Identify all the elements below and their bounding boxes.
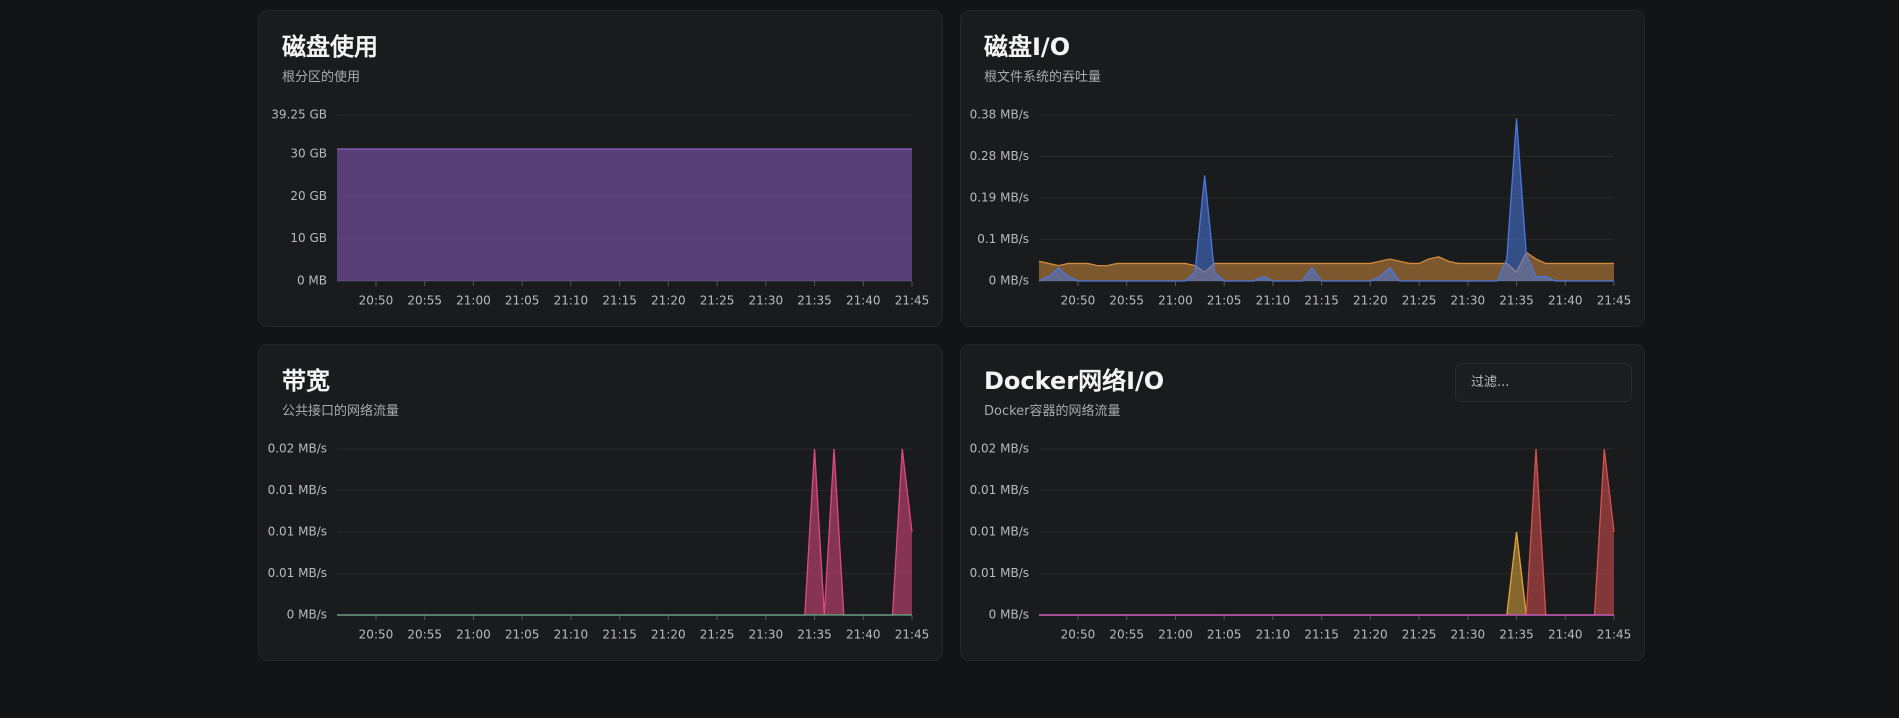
- chart-title: 磁盘I/O: [984, 33, 1071, 61]
- chart: 0 MB/s 0.1 MB/s 0.19 MB/s 0.28 MB/s 0.38 MB/…: [970, 108, 1632, 308]
- x-tick-label: 21:20: [651, 294, 686, 308]
- x-tick-label: 20:50: [359, 628, 394, 642]
- x-tick-label: 21:35: [797, 294, 832, 308]
- x-tick-label: 21:20: [1353, 628, 1388, 642]
- x-tick-label: 20:55: [407, 628, 442, 642]
- y-tick-label: 0.1 MB/s: [977, 232, 1029, 246]
- x-tick-label: 21:00: [1158, 294, 1193, 308]
- x-tick-label: 21:00: [456, 628, 491, 642]
- x-tick-label: 21:30: [749, 628, 784, 642]
- filter-input[interactable]: 过滤...: [1455, 363, 1632, 402]
- y-tick-label: 30 GB: [290, 147, 327, 161]
- x-tick-label: 21:15: [602, 628, 637, 642]
- y-tick-label: 0.01 MB/s: [970, 483, 1029, 497]
- x-tick-label: 21:40: [846, 628, 881, 642]
- x-tick-label: 20:50: [1061, 628, 1096, 642]
- x-tick-label: 21:05: [1207, 628, 1242, 642]
- x-tick-label: 21:15: [1304, 628, 1339, 642]
- chart-subtitle: 公共接口的网络流量: [282, 404, 400, 419]
- chart-subtitle: Docker容器的网络流量: [984, 404, 1121, 419]
- x-tick-label: 21:20: [651, 628, 686, 642]
- x-tick-label: 21:45: [1597, 628, 1632, 642]
- x-tick-label: 20:50: [1061, 294, 1096, 308]
- x-tick-label: 20:55: [1109, 628, 1144, 642]
- y-tick-label: 10 GB: [290, 231, 327, 245]
- y-tick-label: 0 MB: [297, 274, 327, 288]
- x-tick-label: 20:55: [407, 294, 442, 308]
- chart-card: 0 MB/s 0.01 MB/s 0.01 MB/s 0.01 MB/s 0.02 MB…: [960, 344, 1645, 661]
- x-tick-label: 20:50: [359, 294, 394, 308]
- chart-card: 0 MB/s 0.01 MB/s 0.01 MB/s 0.01 MB/s 0.02 MB…: [258, 344, 943, 661]
- y-tick-label: 0.01 MB/s: [268, 525, 327, 539]
- y-tick-label: 0.01 MB/s: [268, 566, 327, 580]
- chart-title: Docker网络I/O: [984, 367, 1165, 395]
- x-tick-label: 21:40: [1548, 294, 1583, 308]
- y-tick-label: 0.38 MB/s: [970, 108, 1029, 122]
- x-tick-label: 21:00: [456, 294, 491, 308]
- x-tick-label: 21:25: [1402, 294, 1437, 308]
- chart: 0 MB 10 GB 20 GB 30 GB 39.25 GB 20:50 20:55 21:…: [271, 108, 930, 308]
- x-tick-label: 21:10: [1256, 628, 1291, 642]
- y-tick-label: 0.01 MB/s: [970, 566, 1029, 580]
- y-tick-label: 0.28 MB/s: [970, 149, 1029, 163]
- chart: 0 MB/s 0.01 MB/s 0.01 MB/s 0.01 MB/s 0.02 MB…: [970, 442, 1632, 642]
- x-tick-label: 21:30: [1451, 294, 1486, 308]
- x-tick-label: 21:10: [554, 294, 589, 308]
- chart: 0 MB/s 0.01 MB/s 0.01 MB/s 0.01 MB/s 0.02 MB…: [268, 442, 930, 642]
- y-tick-label: 20 GB: [290, 189, 327, 203]
- x-tick-label: 21:35: [797, 628, 832, 642]
- y-tick-label: 0 MB/s: [287, 608, 327, 622]
- x-tick-label: 21:45: [895, 294, 930, 308]
- area: [1039, 252, 1614, 281]
- x-tick-label: 21:00: [1158, 628, 1193, 642]
- x-tick-label: 21:05: [505, 294, 540, 308]
- x-tick-label: 21:25: [1402, 628, 1437, 642]
- x-tick-label: 21:40: [1548, 628, 1583, 642]
- x-tick-label: 21:15: [602, 294, 637, 308]
- x-tick-label: 21:35: [1499, 628, 1534, 642]
- x-tick-label: 21:10: [554, 628, 589, 642]
- x-tick-label: 21:30: [1451, 628, 1486, 642]
- line: [1038, 118, 1614, 282]
- x-tick-label: 21:10: [1256, 294, 1291, 308]
- x-tick-label: 21:05: [505, 628, 540, 642]
- y-tick-label: 0.19 MB/s: [970, 191, 1029, 205]
- area: [337, 149, 912, 281]
- chart-card: 0 MB 10 GB 20 GB 30 GB 39.25 GB 20:50 20:55 21:…: [258, 10, 943, 327]
- y-tick-label: 0.01 MB/s: [268, 483, 327, 497]
- chart-title: 磁盘使用: [282, 33, 378, 61]
- y-tick-label: 0 MB/s: [989, 608, 1029, 622]
- x-tick-label: 21:25: [700, 294, 735, 308]
- x-tick-label: 21:30: [749, 294, 784, 308]
- x-tick-label: 21:15: [1304, 294, 1339, 308]
- chart-subtitle: 根分区的使用: [282, 70, 361, 85]
- y-tick-label: 0 MB/s: [989, 274, 1029, 288]
- x-tick-label: 20:55: [1109, 294, 1144, 308]
- x-tick-label: 21:35: [1499, 294, 1534, 308]
- x-tick-label: 21:25: [700, 628, 735, 642]
- y-tick-label: 0.01 MB/s: [970, 525, 1029, 539]
- x-tick-label: 21:20: [1353, 294, 1388, 308]
- chart-subtitle: 根文件系统的吞吐量: [984, 70, 1102, 85]
- chart-card: 0 MB/s 0.1 MB/s 0.19 MB/s 0.28 MB/s 0.38 MB/…: [960, 10, 1645, 327]
- x-tick-label: 21:45: [1597, 294, 1632, 308]
- x-tick-label: 21:40: [846, 294, 881, 308]
- chart-title: 带宽: [282, 367, 330, 395]
- y-tick-label: 0.02 MB/s: [970, 442, 1029, 456]
- y-tick-label: 0.02 MB/s: [268, 442, 327, 456]
- y-tick-label: 39.25 GB: [271, 108, 327, 122]
- x-tick-label: 21:05: [1207, 294, 1242, 308]
- x-tick-label: 21:45: [895, 628, 930, 642]
